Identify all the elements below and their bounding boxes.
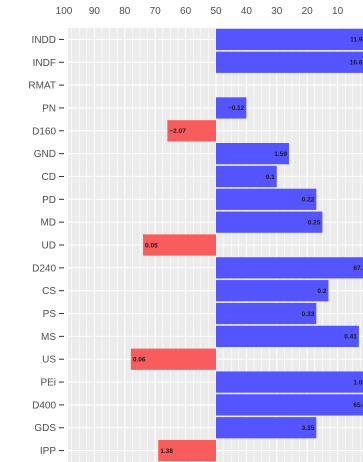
x-tick-label: 70 — [150, 6, 162, 17]
bar-label-md: 0.25 — [308, 219, 321, 226]
bar-label-d240: 67.7 — [353, 265, 363, 272]
x-axis-tick-labels: 100 90 80 70 60 50 40 30 20 10 — [56, 6, 344, 17]
bar-pd — [216, 188, 317, 210]
bar-ms — [216, 325, 359, 347]
bar-cs — [216, 280, 329, 302]
bar-label-pd: 0.22 — [302, 197, 315, 204]
bar-d240 — [216, 257, 363, 279]
bar-pn — [216, 97, 247, 119]
bar-md — [216, 211, 323, 233]
x-tick-label: 30 — [271, 6, 283, 17]
y-tick-label: MS — [41, 332, 56, 343]
bar-d400 — [216, 394, 363, 416]
bar-gds — [216, 417, 317, 439]
bar-label-indd: 11.95 — [350, 37, 363, 44]
y-tick-label: US — [42, 355, 56, 366]
bar-indd — [216, 28, 363, 51]
bar-us — [130, 348, 216, 370]
y-tick-label: PEi — [40, 378, 56, 389]
y-axis: INDD INDF RMAT PN D160 GND CD PD MD UD D240 CS PS MS U… — [28, 35, 64, 457]
y-tick-label: GDS — [34, 423, 56, 434]
x-tick-label: 50 — [210, 6, 222, 17]
bar-labels: 11.95 16.67 −0.12 −2.07 1.59 0.1 0.22 0.25 0.05 6… — [133, 37, 363, 455]
y-tick-label: MD — [40, 218, 56, 229]
bar-label-pei: 1.06 — [353, 379, 363, 386]
bar-pei — [216, 371, 363, 393]
y-tick-label: IPP — [40, 446, 56, 457]
x-tick-label: 100 — [56, 6, 73, 17]
bar-label-d400: 65.6 — [353, 402, 363, 409]
x-tick-label: 10 — [332, 6, 344, 17]
bars — [130, 28, 363, 462]
y-tick-label: D160 — [32, 126, 56, 137]
bar-d160 — [167, 120, 216, 142]
x-tick-label: 80 — [119, 6, 131, 17]
x-tick-label: 60 — [180, 6, 192, 17]
y-tick-label: D240 — [32, 263, 56, 274]
bar-ipp — [158, 439, 216, 462]
bar-label-indf: 16.67 — [350, 60, 363, 67]
y-tick-label: CD — [42, 172, 56, 183]
bar-label-pn: −0.12 — [228, 105, 245, 112]
bar-indf — [216, 51, 363, 73]
bar-label-us: 0.06 — [133, 357, 146, 364]
y-tick-label: INDD — [32, 35, 56, 46]
x-tick-label: 40 — [241, 6, 253, 17]
bar-label-cs: 0.2 — [317, 288, 326, 295]
bar-gnd — [216, 143, 289, 165]
y-tick-label: D400 — [32, 400, 56, 411]
x-tick-label: 20 — [302, 6, 314, 17]
y-tick-label: PN — [42, 103, 56, 114]
bar-label-gds: 3.35 — [302, 425, 315, 432]
y-tick-label: GND — [34, 149, 56, 160]
y-tick-label: PS — [43, 309, 57, 320]
y-tick-label: RMAT — [28, 81, 56, 92]
bar-label-d160: −2.07 — [169, 128, 186, 135]
bar-label-ud: 0.05 — [145, 242, 158, 249]
y-tick-label: PD — [42, 195, 56, 206]
bar-label-ms: 0.41 — [344, 334, 357, 341]
y-tick-label: UD — [42, 241, 56, 252]
bar-ps — [216, 302, 317, 325]
bar-label-cd: 0.1 — [266, 174, 275, 181]
bar-label-ps: 0.33 — [302, 311, 315, 318]
y-tick-label: INDF — [33, 58, 56, 69]
bar-label-ipp: 1.38 — [160, 448, 173, 455]
y-tick-label: CS — [42, 286, 56, 297]
bar-cd — [216, 165, 277, 188]
bar-label-gnd: 1.59 — [274, 151, 287, 158]
bar-ud — [143, 234, 216, 256]
x-tick-label: 90 — [89, 6, 101, 17]
